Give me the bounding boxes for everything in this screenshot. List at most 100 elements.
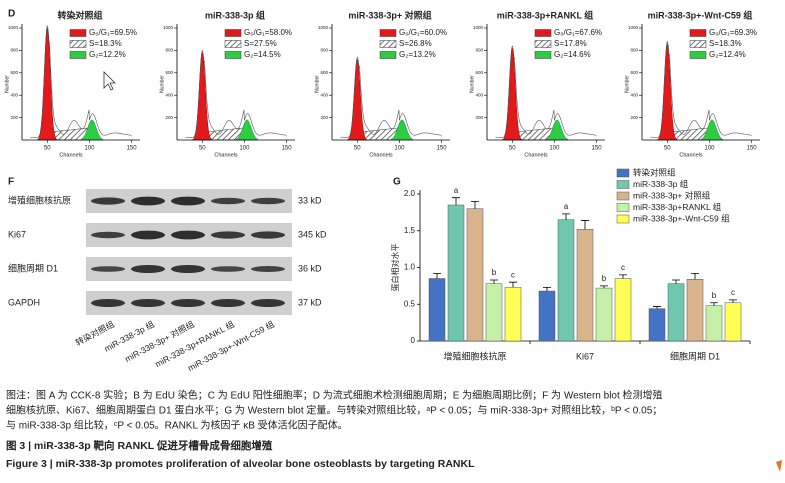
error-bar xyxy=(600,285,608,289)
y-tick-label: 1000 xyxy=(473,25,484,30)
legend-swatch xyxy=(224,51,242,59)
row-label: Ki67 xyxy=(8,229,26,239)
panel-title: miR-338-3p+-Wnt-C59 组 xyxy=(648,9,753,20)
x-tick-label: 150 xyxy=(747,146,758,152)
x-tick-label: 50 xyxy=(664,146,671,152)
legend-label: G₂=12.2% xyxy=(89,50,126,59)
x-tick-label: 细胞周期 D1 xyxy=(670,350,720,361)
legend-label: G₂=12.4% xyxy=(709,50,746,59)
g2-peak xyxy=(235,119,259,141)
blot-band xyxy=(91,197,125,205)
size-label: 345 kD xyxy=(298,229,327,239)
y-axis-label: Number xyxy=(469,75,475,93)
blot-band xyxy=(91,231,125,239)
g1-peak xyxy=(501,47,523,141)
error-bar xyxy=(729,299,737,303)
y-axis-label: Number xyxy=(4,75,10,93)
error-bar xyxy=(691,272,699,280)
significance-label: a xyxy=(564,202,569,211)
blot-band xyxy=(131,299,165,307)
blot-band xyxy=(251,266,285,272)
legend-swatch xyxy=(69,51,87,59)
legend-label: G₀/G₁=69.3% xyxy=(709,28,757,37)
legend-label: S=26.8% xyxy=(399,39,432,48)
legend-label: miR-338-3p+-Wnt-C59 组 xyxy=(633,213,730,223)
y-tick-label: 200 xyxy=(475,115,483,120)
row-label: 细胞周期 D1 xyxy=(8,262,58,273)
y-tick-label: 800 xyxy=(320,48,328,53)
significance-label: a xyxy=(454,186,459,195)
bar xyxy=(724,302,742,342)
y-tick-label: 200 xyxy=(630,115,638,120)
figure-title-zh: 图 3 | miR-338-3p 靶向 RANKL 促进牙槽骨成骨细胞增殖 xyxy=(6,439,273,452)
legend-swatch xyxy=(379,51,397,59)
figure-title-en: Figure 3 | miR-338-3p promotes prolifera… xyxy=(6,458,475,470)
legend-swatch xyxy=(534,40,552,48)
legend-swatch xyxy=(69,29,87,37)
y-tick-label: 400 xyxy=(165,92,173,97)
blot-band xyxy=(91,266,125,272)
caption-line: 细胞核抗原、Ki67、细胞周期蛋白 D1 蛋白水平；G 为 Western bl… xyxy=(6,404,662,417)
legend-label: G₂=13.2% xyxy=(399,50,436,59)
legend-swatch xyxy=(534,29,552,37)
legend-swatch xyxy=(689,29,707,37)
error-bar xyxy=(672,279,680,284)
blot-band xyxy=(211,231,245,239)
x-axis-label: Channels xyxy=(59,152,82,158)
row-label: 增殖细胞核抗原 xyxy=(8,194,71,205)
blot-band xyxy=(131,230,165,240)
g2-peak xyxy=(80,119,104,141)
panel-label: F xyxy=(8,177,14,188)
y-tick-label: 800 xyxy=(10,48,18,53)
blot-band xyxy=(211,299,245,307)
y-tick-label: 400 xyxy=(10,92,18,97)
blot-band xyxy=(171,230,205,240)
size-label: 37 kD xyxy=(298,297,322,307)
bar xyxy=(686,279,704,342)
x-tick-label: 100 xyxy=(704,146,715,152)
error-bar xyxy=(653,306,661,309)
panel-title: miR-338-3p+RANKL 组 xyxy=(497,9,594,20)
legend-swatch xyxy=(534,51,552,59)
x-tick-label: 150 xyxy=(437,146,448,152)
g2-peak xyxy=(545,119,569,141)
y-tick-label: 600 xyxy=(165,70,173,75)
legend-swatch xyxy=(616,203,630,212)
blot-band xyxy=(171,299,205,307)
panel-label: D xyxy=(8,9,15,20)
error-bar xyxy=(509,281,517,288)
legend-label: G₀/G₁=69.5% xyxy=(89,28,137,37)
significance-label: b xyxy=(602,274,607,283)
legend-label: S=17.8% xyxy=(554,39,587,48)
error-bar xyxy=(433,272,441,279)
x-tick-label: 100 xyxy=(84,146,95,152)
error-bar xyxy=(562,213,570,220)
x-tick-label: 150 xyxy=(592,146,603,152)
error-bar xyxy=(581,220,589,230)
row-label: GAPDH xyxy=(8,297,40,307)
legend-swatch xyxy=(616,214,630,224)
bar xyxy=(576,229,594,342)
legend-label: miR-338-3p 组 xyxy=(633,179,689,189)
legend-swatch xyxy=(689,40,707,48)
y-tick-label: 600 xyxy=(630,70,638,75)
y-tick-label: 400 xyxy=(475,92,483,97)
caption-line: 图注：图 A 为 CCK-8 实验；B 为 EdU 染色；C 为 EdU 阳性细… xyxy=(6,389,663,402)
decoration xyxy=(776,460,782,472)
blot-band xyxy=(131,265,165,273)
x-axis-label: Channels xyxy=(214,152,237,158)
x-tick-label: 50 xyxy=(199,146,206,152)
blot-band xyxy=(251,299,285,307)
x-tick-label: 150 xyxy=(127,146,138,152)
bar xyxy=(428,278,446,342)
x-tick-label: 50 xyxy=(354,146,361,152)
bar xyxy=(466,208,484,342)
histogram-outline xyxy=(340,56,442,138)
legend-label: S=27.5% xyxy=(244,39,277,48)
x-axis-label: Channels xyxy=(524,152,547,158)
significance-label: b xyxy=(712,291,717,300)
g1-peak xyxy=(346,58,368,141)
y-tick-label: 2.0 xyxy=(404,189,416,198)
g2-peak xyxy=(700,119,724,141)
y-tick-label: 600 xyxy=(10,70,18,75)
